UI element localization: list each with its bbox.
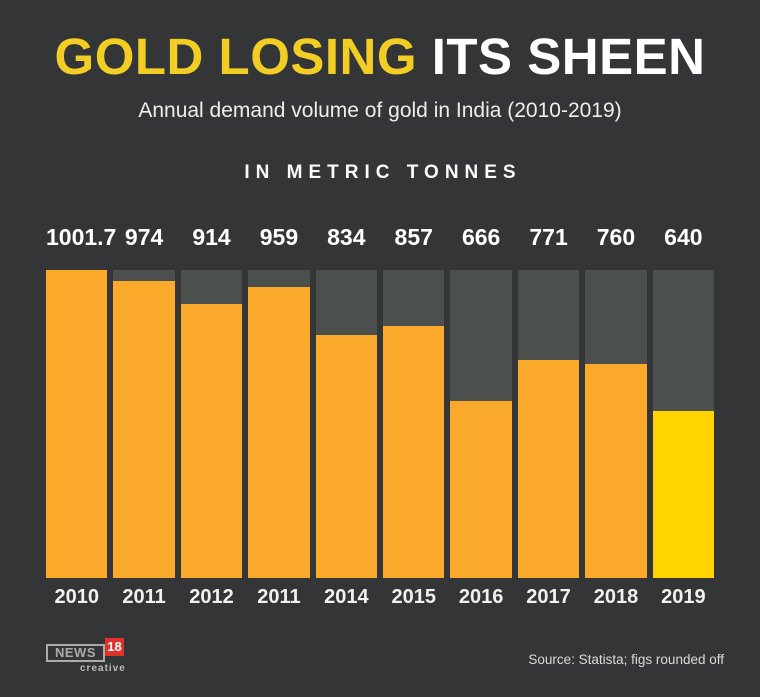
bar-track	[248, 270, 310, 578]
value-label: 760	[596, 224, 636, 250]
value-label: 834	[327, 224, 366, 250]
bar-fill	[585, 364, 647, 578]
year-label: 2015	[391, 586, 436, 608]
year-label: 2010	[54, 586, 99, 608]
value-label: 640	[664, 224, 703, 250]
bar-column: 974 2011	[113, 222, 175, 619]
bar-column: 640 2019	[652, 222, 715, 619]
bar-track	[585, 270, 647, 578]
logo-news-box: NEWS	[46, 644, 105, 662]
year-label: 2016	[458, 586, 504, 608]
year-label: 2017	[526, 586, 571, 608]
value-label: 771	[529, 224, 568, 250]
year-label: 2012	[189, 586, 234, 608]
bar-column: 760 2018	[585, 222, 647, 619]
news18-creative-logo: NEWS 18 creative	[46, 636, 126, 676]
logo-creative-label: creative	[80, 663, 126, 674]
title-highlight: GOLD LOSING	[54, 28, 418, 85]
value-label: 1001.7	[46, 224, 117, 250]
value-label: 914	[192, 224, 231, 250]
bar-column: 771 2017	[517, 222, 580, 619]
bar-track	[652, 270, 715, 578]
bar-track	[383, 270, 445, 578]
bar-track	[517, 270, 580, 578]
bar-fill	[315, 335, 378, 578]
bar-track	[450, 270, 512, 578]
bar-fill	[517, 359, 580, 578]
value-label: 857	[394, 224, 433, 250]
bar-column: 959 2011	[248, 222, 310, 619]
bar-track	[113, 270, 175, 578]
bar-column: 1001.7 2010	[46, 222, 117, 619]
subtitle: Annual demand volume of gold in India (2…	[138, 99, 622, 122]
bar-column: 834 2014	[315, 222, 378, 619]
bar-track	[46, 270, 108, 578]
title-rest: ITS SHEEN	[417, 28, 706, 85]
value-label: 666	[461, 224, 501, 250]
bar-fill	[248, 286, 310, 578]
bar-track	[315, 270, 378, 578]
bar-fill	[180, 304, 243, 578]
value-label: 959	[259, 224, 299, 250]
page-title: GOLD LOSING ITS SHEEN	[0, 28, 760, 86]
bar-fill	[450, 400, 512, 578]
bar-column: 666 2016	[450, 222, 512, 619]
year-label: 2011	[122, 586, 166, 608]
bar-fill	[383, 326, 445, 578]
bar-fill	[652, 411, 715, 578]
bar-fill	[46, 270, 108, 578]
value-label: 974	[124, 224, 164, 250]
bar-fill	[113, 280, 175, 578]
bar-chart: 1001.7 2010 974 2011 914 2012 959 2011 834 2014 85…	[46, 222, 715, 619]
year-label: 2018	[593, 586, 639, 608]
unit-label: IN METRIC TONNES	[244, 162, 522, 183]
logo-18-badge: 18	[105, 638, 124, 656]
source-note: Source: Statista; figs rounded off	[528, 652, 724, 667]
year-label: 2014	[324, 586, 369, 608]
bar-track	[180, 270, 243, 578]
bar-column: 857 2015	[383, 222, 445, 619]
year-label: 2011	[257, 586, 301, 608]
year-label: 2019	[661, 586, 706, 608]
bar-column: 914 2012	[180, 222, 243, 619]
